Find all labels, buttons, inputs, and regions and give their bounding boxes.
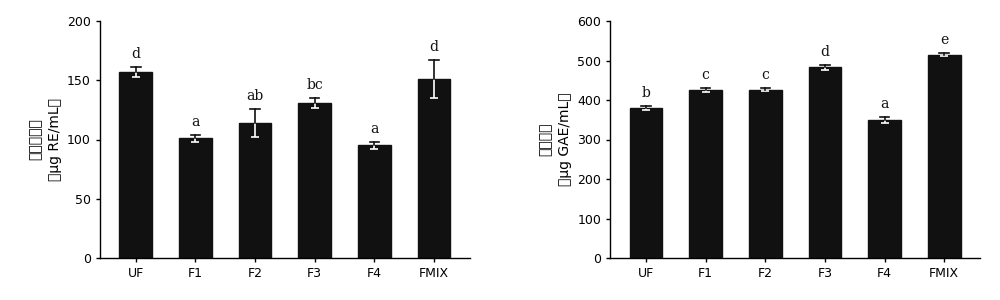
Bar <box>809 67 841 258</box>
Text: b: b <box>642 86 650 100</box>
Bar <box>358 146 391 258</box>
Text: a: a <box>191 115 200 129</box>
Text: d: d <box>820 45 829 59</box>
Bar <box>928 55 961 258</box>
Bar <box>868 120 901 258</box>
Text: e: e <box>940 33 948 47</box>
Text: a: a <box>880 97 889 111</box>
Bar <box>239 123 271 258</box>
Bar <box>298 103 331 258</box>
Bar <box>119 72 152 258</box>
Y-axis label: 总酚含量
（μg GAE/mL）: 总酚含量 （μg GAE/mL） <box>538 93 572 186</box>
Text: d: d <box>131 47 140 61</box>
Text: c: c <box>702 68 710 82</box>
Y-axis label: 总黄酮含量
（μg RE/mL）: 总黄酮含量 （μg RE/mL） <box>28 98 62 181</box>
Text: a: a <box>370 122 379 136</box>
Text: ab: ab <box>246 89 264 103</box>
Text: bc: bc <box>306 78 323 92</box>
Text: d: d <box>429 40 438 54</box>
Bar <box>630 108 662 258</box>
Text: c: c <box>761 68 769 82</box>
Bar <box>689 90 722 258</box>
Bar <box>749 90 782 258</box>
Bar <box>179 138 212 258</box>
Bar <box>418 79 450 258</box>
